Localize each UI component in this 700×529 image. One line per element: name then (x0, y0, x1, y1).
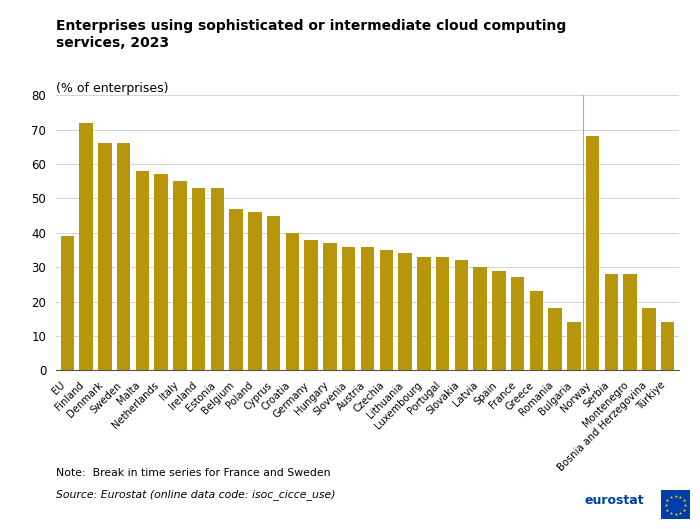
Bar (267, 216, 281, 370)
Bar (286, 233, 299, 370)
Bar (586, 136, 599, 370)
Text: (% of enterprises): (% of enterprises) (56, 82, 169, 95)
Bar (211, 188, 224, 370)
Bar (661, 322, 675, 370)
Bar (342, 247, 356, 370)
Bar (492, 270, 505, 370)
Bar (304, 240, 318, 370)
Bar (248, 212, 262, 370)
Bar (436, 257, 449, 370)
Bar (530, 291, 543, 370)
Bar (548, 308, 562, 370)
Text: Enterprises using sophisticated or intermediate cloud computing
services, 2023: Enterprises using sophisticated or inter… (56, 19, 566, 50)
Bar (624, 274, 637, 370)
Bar (511, 277, 524, 370)
Bar (60, 236, 74, 370)
Bar (98, 143, 111, 370)
Bar (567, 322, 581, 370)
Bar (192, 188, 205, 370)
Bar (642, 308, 656, 370)
Bar (323, 243, 337, 370)
Bar (173, 181, 187, 370)
Bar (154, 174, 168, 370)
Bar (136, 171, 149, 370)
Text: eurostat: eurostat (584, 494, 644, 507)
Bar (360, 247, 374, 370)
Bar (417, 257, 430, 370)
Bar (379, 250, 393, 370)
Text: Note:  Break in time series for France and Sweden: Note: Break in time series for France an… (56, 468, 330, 478)
Bar (79, 123, 93, 370)
Bar (398, 253, 412, 370)
Text: Source: Eurostat (online data code: isoc_cicce_use): Source: Eurostat (online data code: isoc… (56, 489, 335, 500)
Bar (454, 260, 468, 370)
Bar (117, 143, 130, 370)
Bar (473, 267, 486, 370)
Bar (230, 208, 243, 370)
Bar (605, 274, 618, 370)
